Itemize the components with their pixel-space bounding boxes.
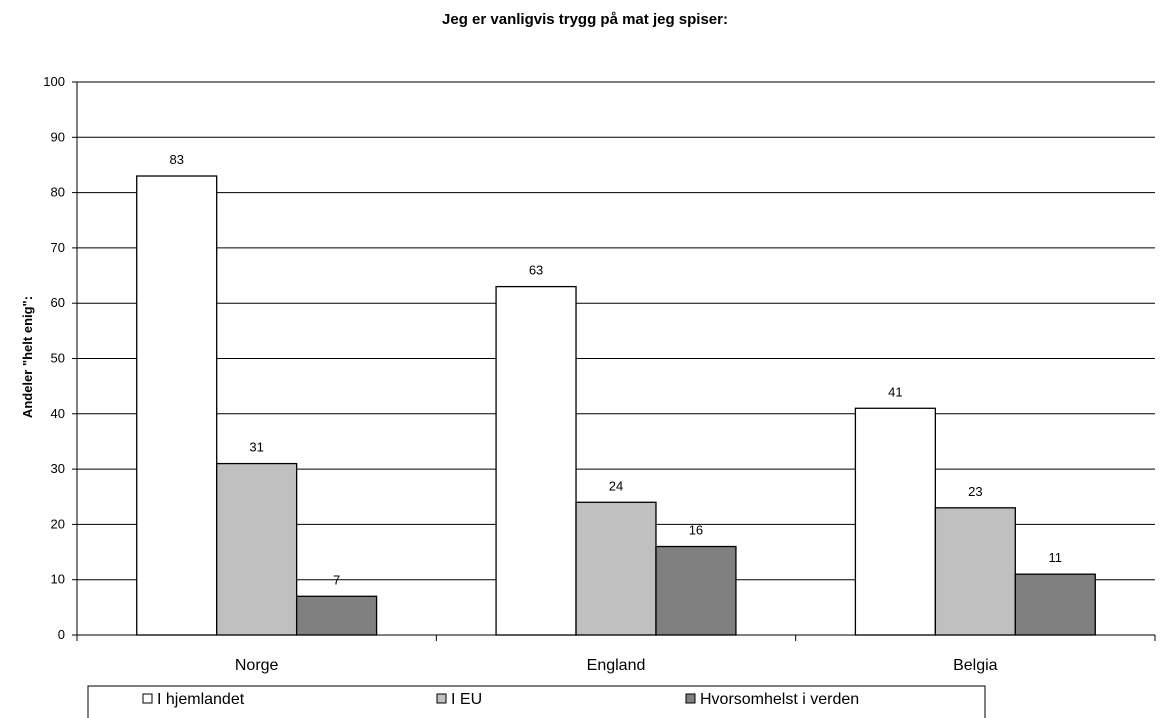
axes: [72, 81, 1156, 641]
x-tick-label: England: [587, 657, 646, 674]
legend: I hjemlandet I EU Hvorsomhelst i verden: [87, 685, 986, 718]
y-axis-label: Andeler "helt enig":: [20, 296, 35, 418]
legend-label: I EU: [451, 691, 482, 708]
data-label: 16: [689, 523, 703, 538]
y-tick-label: 40: [51, 406, 65, 421]
legend-swatch: [685, 693, 696, 704]
y-tick-label: 30: [51, 461, 65, 476]
bar-norge-series-1: [136, 175, 218, 636]
data-labels: 83 31 7 63 24 16 41 23 11: [169, 152, 1062, 587]
legend-box: [87, 685, 986, 718]
legend-swatch: [436, 693, 447, 704]
bar-belgia-series-1: [854, 407, 937, 636]
bar-belgia-series-2: [934, 507, 1016, 636]
y-tick-label: 70: [51, 240, 65, 255]
data-label: 7: [333, 572, 340, 587]
bar-norge-series-2: [216, 462, 298, 636]
data-label: 63: [529, 263, 543, 278]
bar-england-series-2: [575, 501, 657, 636]
chart-title: Jeg er vanligvis trygg på mat jeg spiser…: [442, 11, 728, 28]
data-label: 31: [249, 440, 263, 455]
bar-belgia-series-3: [1014, 573, 1096, 636]
y-tick-label: 90: [51, 129, 65, 144]
category-labels: Norge England Belgia: [235, 657, 998, 674]
y-tick-label: 50: [51, 351, 65, 366]
y-tick-label: 20: [51, 516, 65, 531]
y-tick-label: 10: [51, 572, 65, 587]
y-tick-label: 100: [43, 74, 65, 89]
data-label: 24: [609, 478, 623, 493]
data-label: 83: [169, 152, 183, 167]
legend-label: Hvorsomhelst i verden: [700, 691, 859, 708]
data-label: 11: [1049, 550, 1063, 565]
legend-label: I hjemlandet: [157, 691, 245, 708]
y-tick-label: 0: [58, 627, 65, 642]
data-label: 23: [968, 484, 982, 499]
x-tick-label: Belgia: [953, 657, 998, 674]
bar-england-series-1: [495, 285, 577, 636]
bars: [136, 175, 1096, 636]
y-tick-label: 60: [51, 295, 65, 310]
bar-england-series-3: [655, 545, 737, 636]
x-tick-label: Norge: [235, 657, 279, 674]
data-label: 41: [888, 384, 902, 399]
y-tick-label: 80: [51, 185, 65, 200]
y-tick-labels: 0 10 20 30 40 50 60 70 80 90 100: [43, 74, 65, 642]
bar-norge-series-3: [295, 595, 378, 636]
legend-swatch: [142, 693, 153, 704]
